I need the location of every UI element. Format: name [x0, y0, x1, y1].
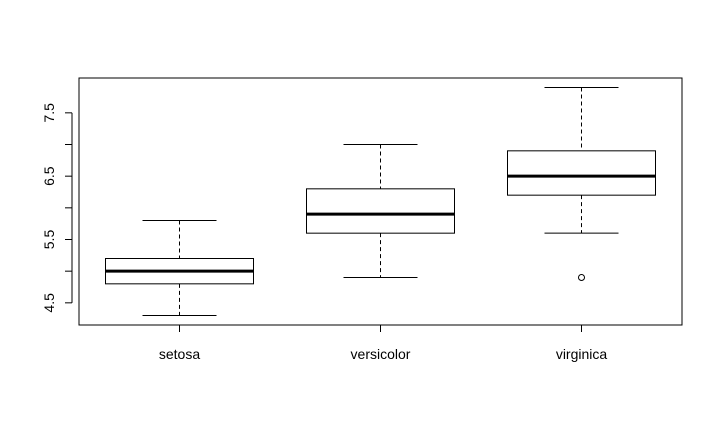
y-tick-label: 5.5 [41, 230, 57, 250]
y-axis: 4.5 5.5 6.5 7.5 [41, 103, 73, 313]
x-axis-labels: setosa versicolor virginica [159, 325, 608, 362]
outlier-point [578, 274, 585, 281]
y-tick-label: 4.5 [41, 293, 57, 313]
box-setosa [105, 220, 254, 316]
x-tick-label-versicolor: versicolor [351, 346, 411, 362]
x-tick-label-virginica: virginica [556, 346, 608, 362]
box-virginica [507, 87, 656, 281]
y-tick-label: 6.5 [41, 166, 57, 186]
x-tick-label-setosa: setosa [159, 346, 200, 362]
boxes [105, 87, 656, 316]
box-versicolor [306, 144, 455, 278]
iqr-box [306, 188, 455, 234]
iqr-box [507, 150, 656, 196]
y-tick-label: 7.5 [41, 103, 57, 123]
